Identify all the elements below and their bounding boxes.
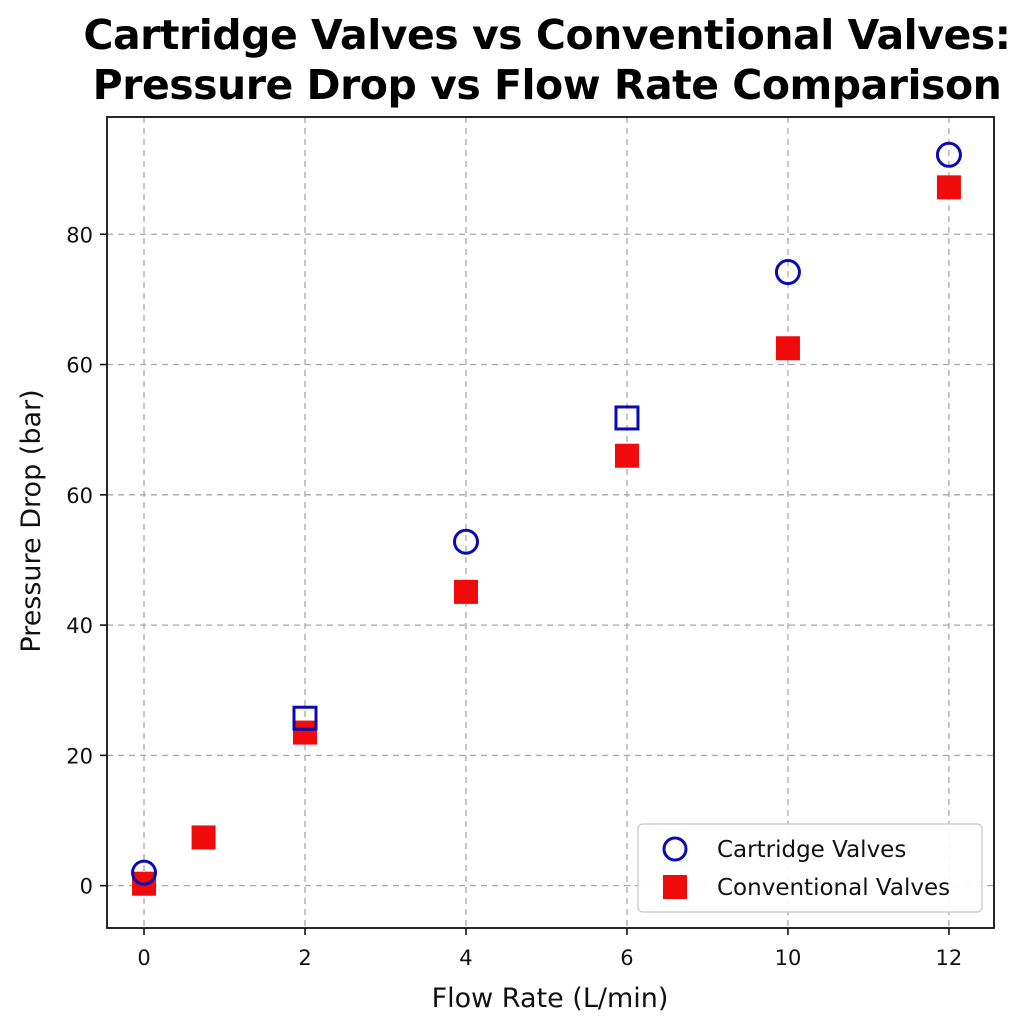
plot-frame <box>106 116 995 929</box>
grid-lines <box>107 117 994 928</box>
x-tick-label: 12 <box>936 946 963 970</box>
chart-title-line-1: Cartridge Valves vs Conventional Valves: <box>83 11 1011 59</box>
x-tick-label: 2 <box>298 946 311 970</box>
legend-marker-conventional-square-icon <box>663 875 687 899</box>
conventional-valves-point <box>936 175 961 200</box>
x-axis-label: Flow Rate (L/min) <box>432 983 669 1014</box>
y-tick-label: 60 <box>66 484 93 508</box>
axes: 0 2 4 6 10 12 0 20 40 60 60 80 <box>66 116 995 970</box>
chart-title-line-2: Pressure Drop vs Flow Rate Comparison <box>92 61 1002 109</box>
conventional-valves-point <box>775 336 800 361</box>
chart-title: Cartridge Valves vs Conventional Valves:… <box>0 10 1024 110</box>
cartridge-valves-point <box>614 405 640 431</box>
conventional-valves-point <box>293 720 318 745</box>
y-tick-label: 0 <box>80 875 93 899</box>
legend-box <box>637 823 983 913</box>
conventional-valves-point <box>614 443 639 468</box>
x-tick-label: 10 <box>775 946 802 970</box>
legend-label-conventional: Conventional Valves <box>717 875 950 901</box>
conventional-valves-point <box>453 579 478 604</box>
y-tick-label: 20 <box>66 744 93 768</box>
x-tick-label: 6 <box>620 946 633 970</box>
cartridge-valves-point <box>292 705 318 731</box>
x-tick-label: 4 <box>459 946 472 970</box>
y-tick-label: 80 <box>66 223 93 247</box>
legend: Cartridge Valves Conventional Valves <box>637 823 983 913</box>
y-tick-label: 60 <box>66 354 93 378</box>
cartridge-valves-point <box>774 259 801 286</box>
y-axis-label: Pressure Drop (bar) <box>16 389 47 652</box>
data-points <box>131 141 962 896</box>
cartridge-valves-point <box>452 528 479 555</box>
legend-marker-cartridge-circle-icon <box>662 836 688 862</box>
cartridge-valves-point <box>935 141 962 168</box>
cartridge-valves-point <box>131 859 158 886</box>
legend-label-cartridge: Cartridge Valves <box>717 837 906 863</box>
y-tick-label: 40 <box>66 614 93 638</box>
conventional-valves-point <box>191 825 216 850</box>
x-tick-label: 0 <box>137 946 150 970</box>
